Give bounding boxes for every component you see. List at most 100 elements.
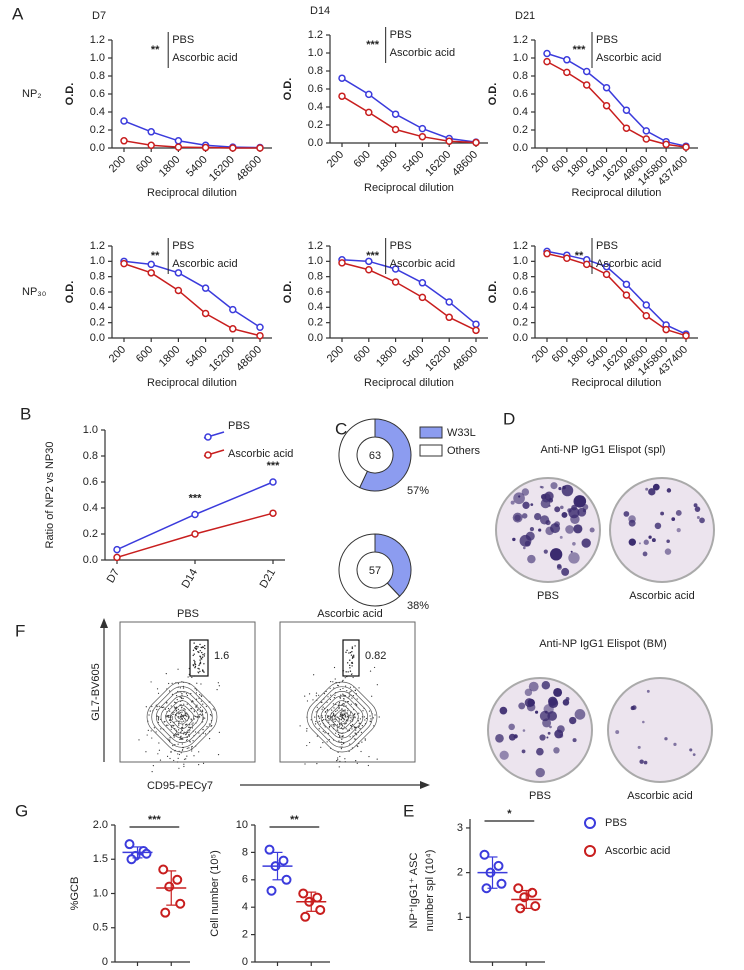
data-point bbox=[174, 286, 183, 295]
spot bbox=[527, 554, 536, 564]
event bbox=[343, 742, 345, 745]
x-tick-label: 1800 bbox=[565, 344, 591, 370]
event bbox=[345, 685, 347, 687]
event bbox=[210, 725, 212, 727]
value-label: 57% bbox=[407, 485, 429, 497]
series-line bbox=[123, 140, 260, 149]
event bbox=[169, 718, 171, 721]
event bbox=[199, 659, 201, 661]
event bbox=[197, 646, 199, 648]
event bbox=[332, 681, 334, 683]
event bbox=[335, 710, 337, 713]
event bbox=[199, 643, 201, 646]
data-point bbox=[201, 284, 210, 292]
data-point bbox=[530, 901, 541, 912]
data-point bbox=[120, 137, 128, 145]
event bbox=[345, 722, 348, 724]
data-point bbox=[543, 57, 551, 66]
legend-label: PBS bbox=[172, 34, 194, 46]
event bbox=[181, 729, 183, 732]
event bbox=[181, 711, 183, 713]
event bbox=[350, 703, 352, 705]
event bbox=[180, 731, 182, 734]
event bbox=[344, 723, 347, 725]
event bbox=[356, 698, 358, 700]
y-tick-label: 0.8 bbox=[90, 70, 105, 82]
x-axis-label: Reciprocal dilution bbox=[364, 182, 454, 194]
event bbox=[341, 708, 343, 710]
legend-label: Ascorbic acid bbox=[596, 52, 661, 64]
contour bbox=[169, 704, 195, 730]
event bbox=[318, 728, 320, 730]
significance: ** bbox=[151, 44, 160, 56]
event bbox=[327, 719, 329, 721]
event bbox=[160, 728, 162, 730]
event bbox=[341, 725, 344, 727]
event bbox=[343, 694, 345, 696]
y-tick-label: 0.8 bbox=[513, 271, 528, 283]
event bbox=[181, 738, 183, 740]
data-point bbox=[278, 855, 289, 866]
event bbox=[369, 715, 371, 717]
event bbox=[177, 733, 179, 735]
event bbox=[352, 676, 354, 679]
spot bbox=[666, 488, 672, 493]
series-line bbox=[341, 262, 477, 332]
event bbox=[158, 742, 160, 744]
event bbox=[359, 722, 361, 724]
event bbox=[352, 656, 354, 659]
panel-label: E bbox=[403, 801, 414, 820]
legend-label: PBS bbox=[605, 817, 627, 829]
x-tick-label: 1800 bbox=[374, 344, 400, 370]
event bbox=[345, 728, 347, 730]
event bbox=[181, 706, 183, 708]
event bbox=[182, 687, 185, 689]
event bbox=[354, 716, 356, 718]
series-line bbox=[546, 52, 687, 147]
chart-title: D7 bbox=[92, 10, 106, 22]
event bbox=[322, 742, 324, 744]
spot bbox=[654, 522, 662, 530]
event bbox=[192, 664, 195, 667]
spot bbox=[550, 482, 558, 490]
event bbox=[349, 651, 352, 654]
y-tick-label: 0.6 bbox=[513, 88, 528, 100]
event bbox=[167, 724, 169, 726]
data-point bbox=[622, 280, 631, 289]
event bbox=[201, 695, 203, 698]
event bbox=[330, 680, 332, 683]
event bbox=[203, 663, 205, 665]
event bbox=[177, 715, 179, 718]
event bbox=[201, 669, 204, 671]
spot bbox=[510, 500, 515, 505]
event bbox=[169, 739, 171, 741]
y-tick-label: 1.2 bbox=[308, 29, 323, 41]
event bbox=[193, 755, 195, 757]
series-line bbox=[341, 77, 477, 143]
event bbox=[349, 667, 351, 669]
legend-label: PBS bbox=[172, 240, 194, 252]
spot bbox=[696, 516, 700, 519]
event bbox=[333, 725, 335, 727]
event bbox=[176, 699, 178, 701]
event bbox=[330, 694, 332, 696]
data-point bbox=[365, 108, 373, 117]
event bbox=[340, 694, 342, 696]
event bbox=[345, 671, 347, 673]
spot bbox=[554, 506, 561, 513]
event bbox=[343, 718, 345, 720]
event bbox=[169, 721, 172, 723]
event bbox=[188, 731, 190, 733]
event bbox=[350, 673, 353, 676]
spot bbox=[542, 718, 552, 728]
event bbox=[338, 703, 340, 705]
event bbox=[203, 653, 206, 655]
data-point bbox=[201, 309, 210, 318]
event bbox=[349, 670, 352, 672]
data-point bbox=[622, 106, 631, 114]
legend-swatch bbox=[419, 426, 443, 439]
y-tick-label: 6 bbox=[242, 874, 248, 886]
event bbox=[172, 713, 174, 715]
x-tick-label: D14 bbox=[180, 567, 200, 590]
event bbox=[316, 706, 318, 708]
